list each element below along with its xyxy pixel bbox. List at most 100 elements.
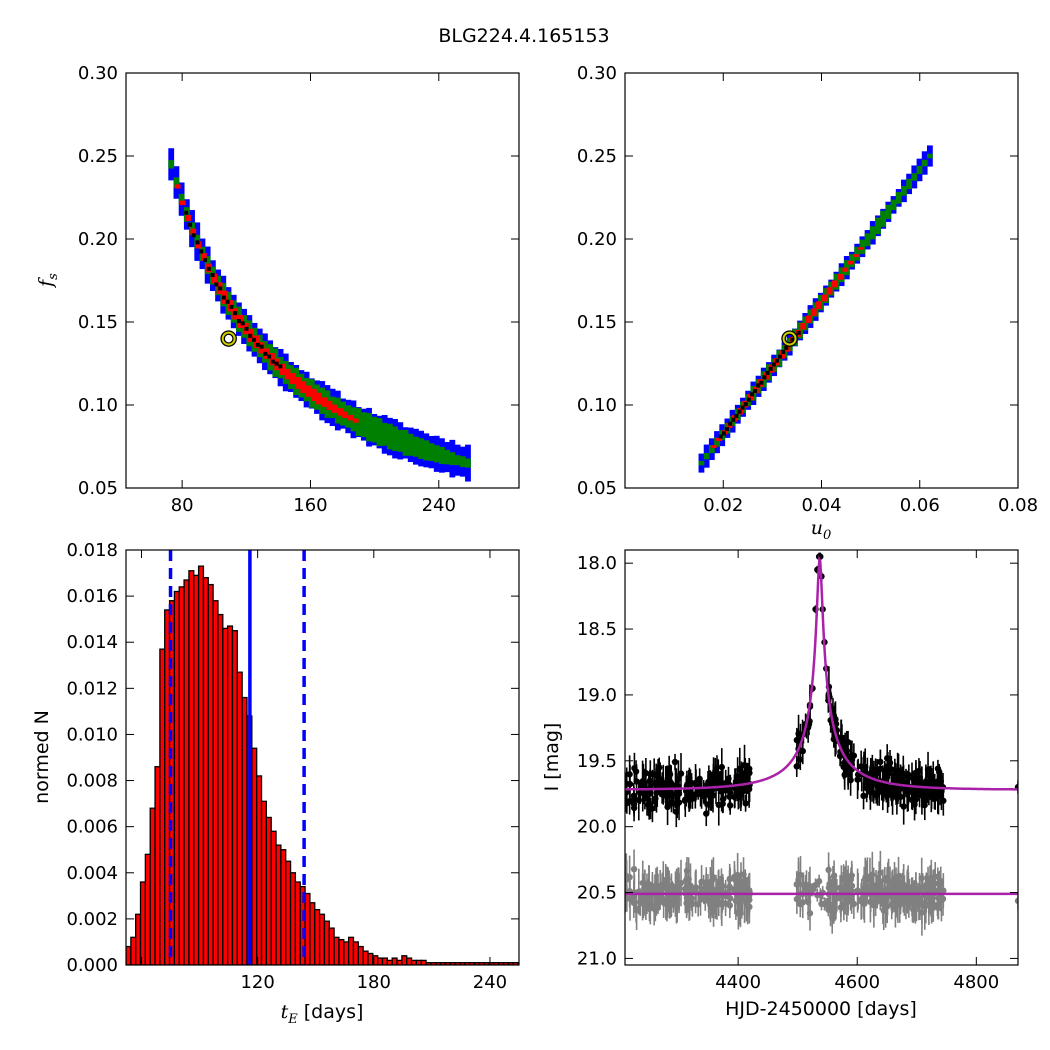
- y-tick-label: 21.0: [577, 948, 617, 969]
- histogram-bar: [217, 613, 224, 965]
- confidence-cell-1-sigma: [858, 247, 864, 250]
- residual-point: [884, 877, 892, 884]
- best-chi2-cell: [784, 345, 789, 350]
- best-chi2-cell: [221, 295, 226, 300]
- y-tick-label: 0.006: [66, 817, 118, 838]
- confidence-cell-2-sigma: [418, 438, 425, 459]
- light-curve-ticks: 4400 4600 4800 18.0 18.5 19.0 19.5 20.0 20.5 21.0: [577, 550, 1018, 993]
- confidence-cell-2-sigma: [397, 429, 404, 452]
- best-chi2-cell: [774, 358, 779, 363]
- histogram-bar: [280, 849, 287, 965]
- histogram-bar: [347, 936, 355, 965]
- y-tick-label: 18.0: [577, 553, 617, 574]
- histogram-bar: [289, 872, 297, 965]
- best-chi2-cell: [753, 388, 758, 393]
- confidence-cell-1-sigma: [279, 363, 286, 375]
- data-point: [887, 788, 895, 795]
- data-point: [900, 771, 907, 779]
- x-tick-label: 120: [240, 972, 274, 993]
- confidence-cell-2-sigma: [386, 423, 393, 450]
- histogram-bar: [126, 945, 132, 965]
- confidence-cell-1-sigma: [289, 373, 296, 385]
- hjd-axis-label: HJD-2450000 [days]: [725, 998, 917, 1020]
- confidence-cell-1-sigma: [190, 228, 197, 236]
- best-chi2-cell: [768, 366, 773, 371]
- best-chi2-cell: [274, 361, 279, 366]
- y-tick-label: 0.002: [66, 909, 118, 930]
- residual-point: [797, 900, 804, 908]
- best-chi2-cell: [225, 299, 230, 304]
- histogram-bar: [144, 853, 151, 965]
- panel-frame: [125, 549, 520, 966]
- data-point: [908, 774, 916, 781]
- confidence-cell-2-sigma: [880, 210, 887, 227]
- residual-point: [863, 874, 870, 881]
- histogram-bar: [226, 625, 234, 965]
- x-tick-label: 0.02: [703, 495, 743, 516]
- confidence-cell-2-sigma: [890, 199, 897, 211]
- histogram-bar: [333, 936, 340, 965]
- data-point: [797, 756, 804, 763]
- best-chi2-cell: [728, 421, 733, 426]
- data-point: [937, 791, 944, 799]
- histogram-bar: [251, 747, 258, 965]
- data-point: [626, 771, 633, 778]
- data-point: [722, 786, 729, 794]
- residual-point: [877, 869, 884, 876]
- te-histogram-ticks: 120 240 180 0.000 0.002 0.004 0.006 0.008 0.010 0…: [66, 540, 519, 993]
- best-chi2-cell: [255, 342, 260, 347]
- confidence-cell-2-sigma: [178, 193, 185, 205]
- confidence-cell-1-sigma: [716, 438, 722, 442]
- confidence-cell-2-sigma: [906, 178, 913, 190]
- confidence-cell-1-sigma: [800, 323, 807, 330]
- residual-point: [867, 898, 874, 906]
- data-point: [675, 790, 683, 797]
- data-point: [650, 771, 658, 778]
- confidence-cell-2-sigma: [366, 413, 372, 442]
- y-tick-label: 20.5: [577, 883, 617, 904]
- confidence-cell-1-sigma: [321, 397, 328, 407]
- residual-point: [872, 898, 879, 906]
- confidence-cell-1-sigma: [300, 381, 307, 393]
- residual-point: [847, 876, 855, 883]
- histogram-bar: [401, 955, 408, 965]
- histogram-bar: [294, 881, 301, 965]
- histogram-bar: [420, 959, 427, 965]
- best-chi2-cell: [270, 359, 275, 364]
- best-chi2-cell: [248, 333, 253, 338]
- histogram-bar: [188, 570, 195, 965]
- residual-point: [876, 879, 883, 887]
- residual-point: [860, 897, 868, 904]
- confidence-cell-1-sigma: [295, 377, 301, 389]
- residual-point: [726, 895, 734, 902]
- histogram-bar: [381, 957, 389, 965]
- confidence-cell-2-sigma: [392, 426, 398, 452]
- residual-point: [697, 896, 704, 903]
- data-point: [746, 765, 753, 773]
- histogram-bar: [231, 630, 238, 965]
- confidence-cell-1-sigma: [253, 335, 260, 349]
- histogram-bar: [173, 590, 180, 965]
- confidence-cell-1-sigma: [305, 385, 312, 397]
- data-point: [745, 785, 753, 793]
- confidence-cell-2-sigma: [413, 436, 419, 457]
- histogram-bar: [197, 565, 205, 965]
- histogram-bar: [415, 959, 422, 965]
- confidence-cell-2-sigma: [433, 445, 440, 463]
- y-tick-label: 20.0: [577, 817, 617, 838]
- data-point: [912, 769, 920, 776]
- confidence-cell-1-sigma: [779, 350, 786, 359]
- fs-u0-scatter-area: [698, 145, 933, 473]
- histogram-bar: [357, 945, 364, 965]
- confidence-cell-1-sigma: [326, 400, 333, 411]
- best-chi2-cell: [267, 354, 272, 359]
- data-point: [719, 800, 726, 807]
- best-chi2-cell: [796, 330, 801, 335]
- residual-point: [746, 887, 753, 894]
- residual-point: [922, 900, 930, 907]
- histogram-bar: [159, 648, 166, 965]
- residual-point: [626, 873, 633, 881]
- residual-point: [843, 896, 851, 903]
- magnitude-axis-label: I [mag]: [541, 723, 563, 792]
